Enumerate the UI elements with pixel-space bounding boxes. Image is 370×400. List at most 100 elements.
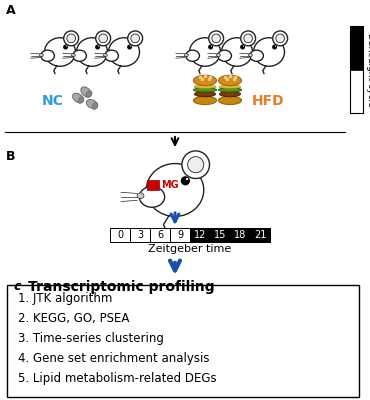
Ellipse shape [77,38,108,66]
Circle shape [131,34,139,43]
Text: 4. Gene set enrichment analysis: 4. Gene set enrichment analysis [18,352,209,365]
Ellipse shape [194,85,216,88]
Text: Zeitgeber time: Zeitgeber time [148,244,232,254]
Circle shape [127,44,132,50]
Ellipse shape [40,54,43,57]
Circle shape [186,178,188,180]
Bar [130,228,150,242]
Text: NC: NC [42,94,64,108]
Bar [150,228,170,242]
Text: 2. KEGG, GO, PSEA: 2. KEGG, GO, PSEA [18,312,130,325]
Ellipse shape [194,96,216,104]
Circle shape [181,176,190,186]
Circle shape [273,31,287,46]
Ellipse shape [105,50,118,61]
Ellipse shape [73,93,83,103]
Bar [147,180,159,190]
Text: B: B [6,150,16,163]
Circle shape [67,34,75,43]
Text: A: A [6,4,16,17]
Ellipse shape [104,54,107,57]
Circle shape [241,31,256,46]
Bar [350,26,363,113]
Text: MG: MG [161,180,179,190]
Bar [190,228,210,242]
FancyBboxPatch shape [7,285,359,397]
Bar [170,228,190,242]
Bar [210,228,230,242]
Circle shape [243,46,244,47]
Circle shape [275,46,276,47]
Text: 15: 15 [214,230,226,240]
Ellipse shape [108,38,139,66]
Text: 5. Lipid metabolism-related DEGs: 5. Lipid metabolism-related DEGs [18,372,216,385]
Ellipse shape [218,50,231,61]
Ellipse shape [216,54,220,57]
Circle shape [272,44,277,50]
Ellipse shape [189,38,221,66]
Circle shape [244,34,252,43]
Ellipse shape [195,92,215,97]
Text: 18: 18 [234,230,246,240]
Circle shape [208,44,213,50]
Text: Transcriptomic profiling: Transcriptomic profiling [28,280,215,294]
Circle shape [128,31,142,46]
Ellipse shape [137,193,144,199]
Text: 0: 0 [117,230,123,240]
Ellipse shape [219,92,240,97]
Ellipse shape [218,75,242,86]
Circle shape [276,34,285,43]
Ellipse shape [146,164,204,216]
Circle shape [95,44,100,50]
Circle shape [66,46,67,47]
Ellipse shape [185,54,188,57]
Circle shape [99,34,108,43]
Ellipse shape [253,38,285,66]
Circle shape [96,31,111,46]
Text: 1. JTK algorithm: 1. JTK algorithm [18,292,112,305]
Ellipse shape [92,103,98,109]
Ellipse shape [86,100,98,108]
Circle shape [211,46,212,47]
Text: 3: 3 [137,230,143,240]
Ellipse shape [194,75,216,86]
Ellipse shape [222,38,252,66]
Circle shape [64,31,78,46]
Ellipse shape [194,88,216,92]
Ellipse shape [78,97,84,103]
Ellipse shape [73,50,87,61]
Ellipse shape [71,54,75,57]
Text: HFD: HFD [252,94,285,108]
Text: 3. Time-series clustering: 3. Time-series clustering [18,332,164,345]
Ellipse shape [219,85,241,88]
Circle shape [209,31,223,46]
Text: 21: 21 [254,230,266,240]
Ellipse shape [44,38,75,66]
Ellipse shape [249,54,252,57]
Circle shape [212,34,221,43]
Bar [230,228,250,242]
Text: 9: 9 [177,230,183,240]
Text: 6: 6 [157,230,163,240]
Ellipse shape [139,186,165,207]
Text: 12: 12 [194,230,206,240]
Ellipse shape [86,91,92,97]
Bar [350,26,363,70]
Circle shape [98,46,99,47]
Bar [250,228,270,242]
Ellipse shape [81,87,91,97]
Bar [350,70,363,113]
Ellipse shape [218,88,242,92]
Ellipse shape [250,50,263,61]
Text: Dark/Light cycle: Dark/Light cycle [366,33,370,107]
Ellipse shape [41,50,54,61]
Circle shape [130,46,131,47]
Circle shape [63,44,68,50]
Circle shape [188,157,204,173]
Ellipse shape [186,50,199,61]
Circle shape [240,44,245,50]
Bar [110,228,130,242]
Circle shape [182,151,209,178]
Ellipse shape [218,96,242,104]
Text: c: c [14,280,21,293]
